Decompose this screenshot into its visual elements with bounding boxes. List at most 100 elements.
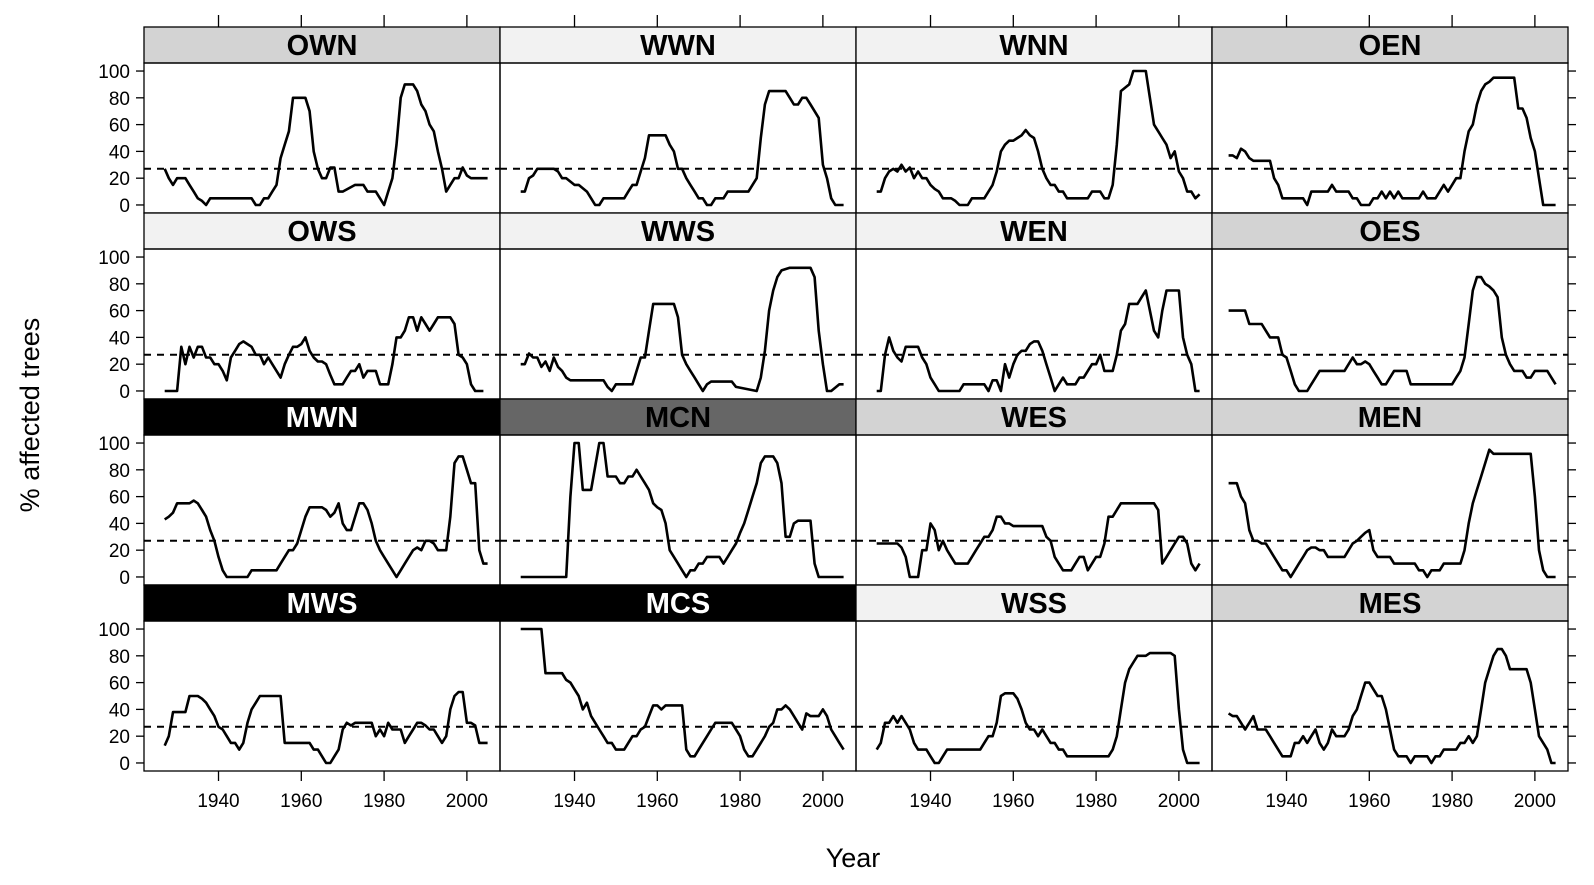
- y-tick-label: 100: [98, 434, 130, 455]
- panel-strip-label: MCN: [645, 402, 711, 434]
- series-line: [875, 651, 1200, 765]
- panel-mws: MWS: [143, 584, 501, 772]
- y-tick-label: 0: [119, 568, 130, 589]
- series-line: [520, 441, 844, 579]
- y-tick-label: 80: [109, 275, 130, 296]
- x-tick-label: 1960: [636, 791, 678, 812]
- x-tick-label: 1980: [363, 791, 405, 812]
- panel-strip-label: WWN: [640, 30, 716, 62]
- panel-strip: [143, 26, 501, 64]
- y-tick-label: 40: [109, 328, 130, 349]
- panel-oen: OEN: [1211, 26, 1569, 214]
- y-axis-title: % affected trees: [15, 318, 45, 513]
- x-tick-label: 1940: [197, 791, 239, 812]
- x-axis-title: Year: [826, 843, 881, 873]
- panel-strip-label: WEN: [1000, 216, 1068, 248]
- panel-strip-label: MWN: [286, 402, 358, 434]
- panel-strip-label: MWS: [287, 588, 358, 620]
- panel-mcs: MCS: [499, 584, 857, 772]
- series-line: [520, 627, 845, 758]
- panel-wen: WEN: [855, 212, 1213, 400]
- x-tick-label: 1960: [992, 791, 1034, 812]
- y-tick-label: 100: [98, 62, 130, 83]
- series-line: [520, 266, 844, 393]
- x-tick-label: 1940: [909, 791, 951, 812]
- y-tick-label: 100: [98, 620, 130, 641]
- y-tick-label: 60: [109, 674, 130, 695]
- panel-strip-label: WNN: [999, 30, 1068, 62]
- y-tick-label: 40: [109, 700, 130, 721]
- panel-strip: [499, 26, 857, 64]
- panel-strip-label: OWS: [287, 216, 356, 248]
- x-tick-label: 1980: [719, 791, 761, 812]
- panel-strip-label: MES: [1359, 588, 1422, 620]
- series-line: [876, 69, 1201, 207]
- y-tick-label: 80: [109, 461, 130, 482]
- x-tick-label: 1980: [1431, 791, 1473, 812]
- panel-strip-label: MEN: [1358, 402, 1422, 434]
- panel-strip-label: WWS: [641, 216, 715, 248]
- series-line: [1228, 275, 1557, 393]
- panel-strip: [855, 584, 1213, 622]
- y-tick-label: 20: [109, 355, 130, 376]
- y-tick-label: 80: [109, 89, 130, 110]
- panel-strip: [1211, 26, 1569, 64]
- panel-mes: MES: [1211, 584, 1569, 772]
- y-tick-label: 20: [109, 541, 130, 562]
- series-line: [1227, 647, 1556, 765]
- y-tick-label: 40: [109, 142, 130, 163]
- panel-strip: [499, 398, 857, 436]
- x-tick-label: 1940: [553, 791, 595, 812]
- y-tick-label: 20: [109, 727, 130, 748]
- panel-strip: [1211, 584, 1569, 622]
- panels: OWN WWN WNN OEN OWS WWS WEN OES MWN MCN WES MEN MWS M…: [143, 26, 1569, 772]
- x-tick-label: 1980: [1075, 791, 1117, 812]
- y-tick-label: 20: [109, 169, 130, 190]
- axes: 0 20 40 60 80 100 0 20 40 60 80 100 0 20 40 60 80 100 0 20 4…: [98, 15, 1576, 812]
- y-tick-label: 60: [109, 302, 130, 323]
- y-tick-label: 0: [119, 196, 130, 217]
- x-tick-label: 1960: [1348, 791, 1390, 812]
- panel-strip-label: OEN: [1359, 30, 1422, 62]
- panel-plot-area: [499, 62, 857, 214]
- panel-strip-label: MCS: [646, 588, 710, 620]
- y-tick-label: 60: [109, 488, 130, 509]
- series-line: [876, 501, 1201, 579]
- series-line: [163, 690, 488, 765]
- panel-mcn: MCN: [499, 398, 857, 586]
- panel-oes: OES: [1211, 212, 1569, 400]
- y-tick-label: 100: [98, 248, 130, 269]
- panel-wwn: WWN: [499, 26, 857, 214]
- panel-wss: WSS: [855, 584, 1213, 772]
- panel-plot-area: [855, 620, 1213, 772]
- y-tick-label: 0: [119, 754, 130, 775]
- panel-mwn: MWN: [143, 398, 501, 586]
- panel-strip: [143, 584, 501, 622]
- series-line: [520, 89, 844, 207]
- series-line: [164, 315, 484, 393]
- panel-wnn: WNN: [855, 26, 1213, 214]
- panel-strip-label: OES: [1359, 216, 1420, 248]
- series-line: [1228, 76, 1556, 207]
- panel-wws: WWS: [499, 212, 857, 400]
- panel-ows: OWS: [143, 212, 501, 400]
- panel-plot-area: [499, 620, 857, 772]
- panel-strip: [499, 584, 857, 622]
- panel-strip-label: WSS: [1001, 588, 1067, 620]
- x-tick-label: 1960: [280, 791, 322, 812]
- panel-plot-area: [1211, 434, 1569, 586]
- series-line: [163, 455, 488, 579]
- series-line: [163, 83, 488, 207]
- panel-strip: [1211, 398, 1569, 436]
- y-tick-label: 0: [119, 382, 130, 403]
- panel-wes: WES: [855, 398, 1213, 586]
- series-line: [876, 289, 1200, 393]
- y-tick-label: 80: [109, 647, 130, 668]
- x-tick-label: 2000: [1514, 791, 1556, 812]
- series-line: [1228, 448, 1556, 579]
- panel-strip-label: WES: [1001, 402, 1067, 434]
- panel-own: OWN: [143, 26, 501, 214]
- y-tick-label: 40: [109, 514, 130, 535]
- panel-strip-label: OWN: [287, 30, 358, 62]
- panel-men: MEN: [1211, 398, 1569, 586]
